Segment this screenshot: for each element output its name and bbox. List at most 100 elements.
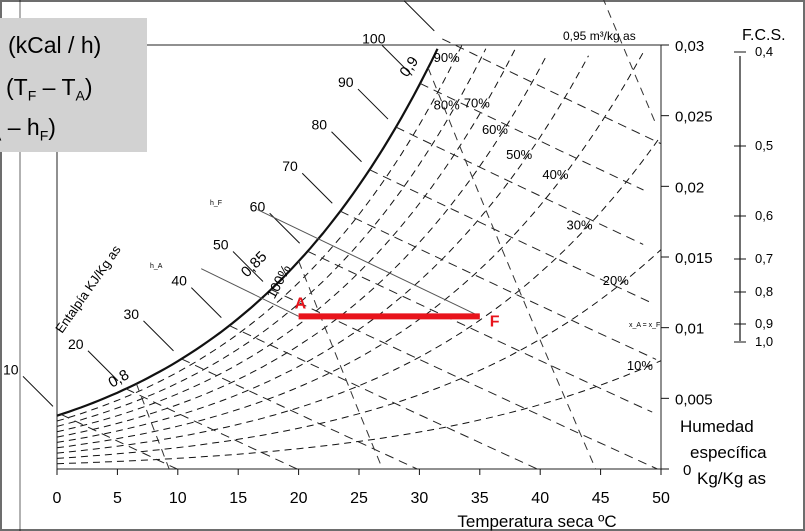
rh-label-50: 50% <box>506 147 532 162</box>
enthalpy-label-30: 30 <box>123 306 139 322</box>
enthalpy-label-40: 40 <box>171 273 187 289</box>
rh-label-70: 70% <box>464 95 490 110</box>
enthalpy-line-80 <box>369 169 651 303</box>
enthalpy-label-80: 80 <box>312 117 328 133</box>
volume-line-0.9 <box>427 67 597 470</box>
volume-line-0.8 <box>135 383 170 470</box>
rh-curve-100 <box>56 48 439 417</box>
rh-label-30: 30% <box>567 218 593 233</box>
rh-curve-90 <box>56 45 463 422</box>
formula-box: (kCal / h) (TF – TA) A – hF) <box>0 18 147 152</box>
enthalpy-axis-title: Entalpía KJ/Kg as <box>52 242 124 336</box>
hA-annotation: h_A <box>150 263 163 270</box>
rh-curve-40 <box>56 52 644 449</box>
fcs-scale: 0,4 0,5 0,6 0,7 0,8 0,9 1,0 <box>734 44 773 349</box>
rh-label-100: 100% <box>263 262 294 301</box>
volume-line-0.95 <box>603 0 656 123</box>
y-ticks: 0 0,005 0,01 0,015 0,02 0,025 0,03 <box>661 38 713 479</box>
x-tick-label-5: 5 <box>113 490 122 507</box>
volume-label-09: 0,9 <box>396 53 422 80</box>
x-tick-label-25: 25 <box>350 490 368 507</box>
y-tick-label-0,005: 0,005 <box>675 391 713 408</box>
x-tick-label-15: 15 <box>229 490 247 507</box>
enthalpy-leader-100 <box>381 45 413 76</box>
enthalpy-leader-50 <box>232 251 264 282</box>
enthalpy-leader-10 <box>22 376 54 407</box>
fcs-label-3: 0,7 <box>755 251 773 266</box>
volume-label-085: 0,85 <box>238 248 271 281</box>
enthalpy-label-90: 90 <box>338 74 354 90</box>
x-axis-title: Temperatura seca ºC <box>457 512 616 531</box>
rh-curve-70 <box>56 47 517 433</box>
formula-line-1: (kCal / h) <box>8 32 102 58</box>
fcs-label-4: 0,8 <box>755 284 773 299</box>
rh-label-60: 60% <box>482 122 508 137</box>
y-axis-label-3: Kg/Kg as <box>697 469 766 488</box>
enthalpy-leader-80 <box>331 131 362 163</box>
rh-curve-50 <box>56 55 589 443</box>
y-axis-label-2: específica <box>690 443 767 462</box>
hF-annotation: h_F <box>210 200 222 207</box>
enthalpy-ref-h-f <box>257 209 481 317</box>
enthalpy-label-60: 60 <box>250 198 266 214</box>
x-tick-label-10: 10 <box>169 490 187 507</box>
enthalpy-line-70 <box>340 210 657 360</box>
y-tick-label-0,02: 0,02 <box>675 179 704 196</box>
y-tick-label-0,03: 0,03 <box>675 38 704 55</box>
fcs-label-6: 1,0 <box>755 334 773 349</box>
rh-label-20: 20% <box>603 273 629 288</box>
formula-line-3: A – hF) <box>0 114 56 144</box>
rh-curve-20 <box>56 249 662 459</box>
y-axis-label-1: Humedad <box>680 417 754 436</box>
fcs-label-0: 0,4 <box>755 44 773 59</box>
y-tick-label-0,01: 0,01 <box>675 321 704 338</box>
rh-label-90: 90% <box>434 50 460 65</box>
enthalpy-line-30 <box>181 358 418 470</box>
y-tick-label-0,025: 0,025 <box>675 109 713 126</box>
formula-line-2: (TF – TA) <box>6 74 93 104</box>
volume-lines <box>135 0 656 470</box>
enthalpy-ref-h-a <box>201 268 299 317</box>
volume-label-095: 0,95 m³/kg as <box>563 29 636 43</box>
enthalpy-line-20 <box>125 388 298 470</box>
x-tick-label-45: 45 <box>592 490 610 507</box>
x-tick-label-30: 30 <box>411 490 429 507</box>
enthalpy-leader-30 <box>143 320 174 352</box>
rh-label-80: 80% <box>434 97 460 112</box>
enthalpy-label-50: 50 <box>213 237 229 253</box>
enthalpy-label-20: 20 <box>68 336 84 352</box>
enthalpy-leader-40 <box>190 287 222 318</box>
enthalpy-line-100 <box>419 82 644 191</box>
x-tick-label-0: 0 <box>53 490 62 507</box>
point-a-label: A <box>295 295 307 312</box>
enthalpy-leader-20 <box>87 350 119 382</box>
x-tick-label-35: 35 <box>471 490 489 507</box>
fcs-label-5: 0,9 <box>755 316 773 331</box>
x-tick-label-50: 50 <box>652 490 670 507</box>
enthalpy-lines <box>60 38 661 470</box>
x-ticks: 0 5 10 15 20 25 30 35 40 45 50 <box>53 469 670 507</box>
rh-curve-80 <box>56 48 487 427</box>
x-tick-label-20: 20 <box>290 490 308 507</box>
process-line: AF <box>201 209 500 330</box>
rh-curves <box>56 45 662 465</box>
rh-curve-30 <box>56 135 662 454</box>
rh-label-40: 40% <box>542 167 568 182</box>
enthalpy-label-110: 110 <box>384 0 407 2</box>
enthalpy-label-70: 70 <box>282 158 298 174</box>
enthalpy-line-40 <box>229 325 538 470</box>
enthalpy-line-110 <box>442 38 661 144</box>
volume-line-0.85 <box>298 261 383 470</box>
fcs-label-2: 0,6 <box>755 208 773 223</box>
enthalpy-line-10 <box>60 413 178 470</box>
enthalpy-leader-70 <box>301 172 333 204</box>
enthalpy-label-100: 100 <box>362 30 386 46</box>
rh-labels: 100% 90% 80% 70% 60% 50% 40% 30% 20% 10% <box>263 50 653 373</box>
plot-frame <box>56 44 662 470</box>
x-tick-label-40: 40 <box>531 490 549 507</box>
enthalpy-line-50 <box>270 289 658 470</box>
enthalpy-label-10: 10 <box>3 361 19 377</box>
point-f-label: F <box>490 313 500 330</box>
enthalpy-leader-90 <box>357 88 389 120</box>
